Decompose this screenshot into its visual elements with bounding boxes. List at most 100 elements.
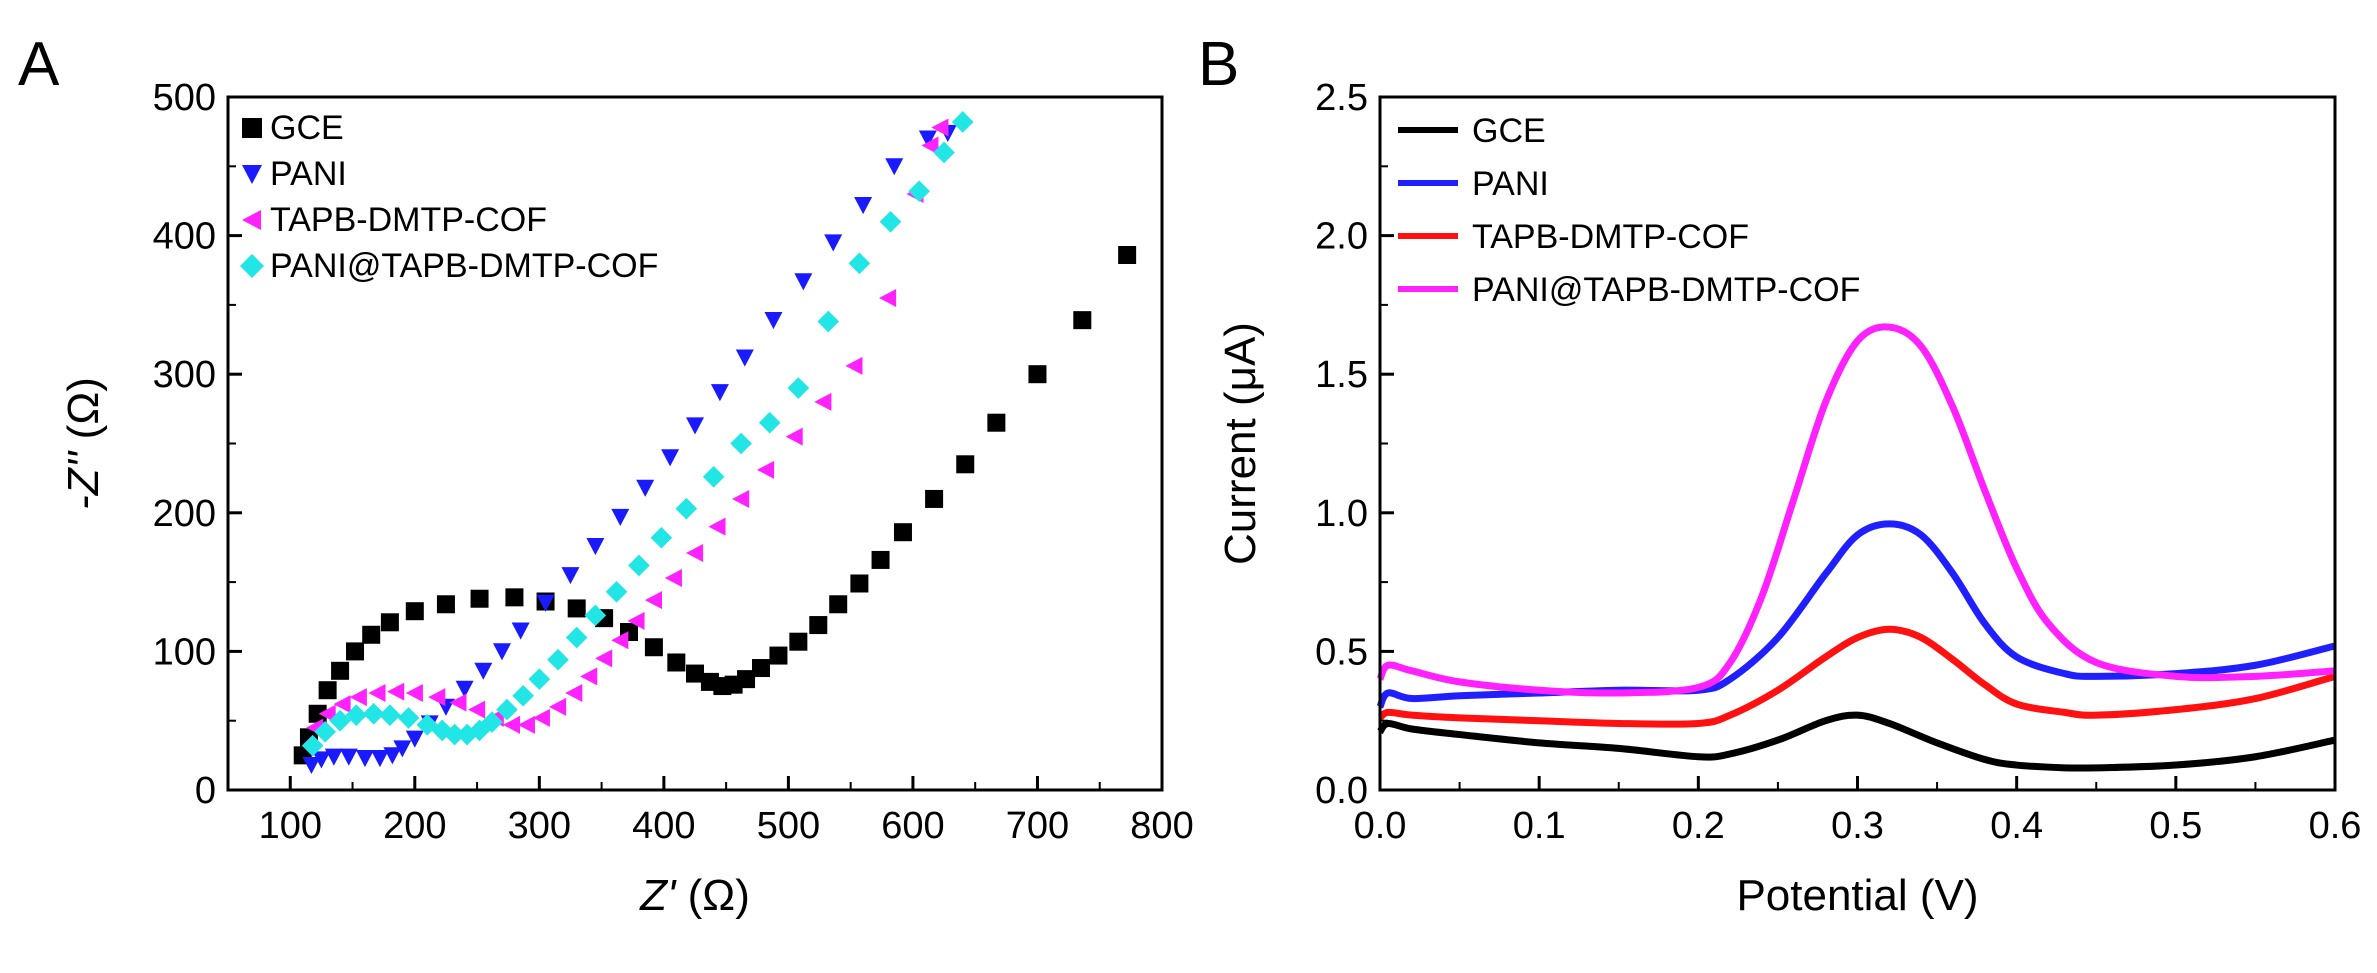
data-point bbox=[405, 602, 424, 621]
series-line-gce bbox=[1377, 711, 2336, 772]
data-point bbox=[987, 413, 1006, 432]
data-point bbox=[735, 349, 754, 367]
data-point bbox=[686, 664, 704, 683]
data-point bbox=[318, 704, 336, 723]
data-point bbox=[931, 118, 949, 137]
data-point bbox=[443, 723, 466, 746]
series-gce bbox=[293, 246, 1137, 765]
data-point bbox=[921, 136, 939, 155]
data-point bbox=[496, 698, 518, 721]
data-point bbox=[346, 642, 365, 661]
data-point bbox=[848, 252, 871, 275]
legend-label: GCE bbox=[270, 109, 344, 147]
data-point bbox=[329, 709, 351, 732]
data-point bbox=[667, 653, 686, 672]
data-point bbox=[492, 643, 511, 661]
data-point bbox=[383, 747, 402, 765]
data-point bbox=[502, 715, 521, 734]
data-point bbox=[586, 537, 605, 556]
y-tick-label: 1.5 bbox=[1315, 354, 1368, 396]
data-point bbox=[368, 683, 386, 702]
data-point bbox=[829, 595, 848, 614]
panel-b-ticks: 0.0 0.1 0.2 0.3 0.4 0.5 0.6 0.0 0.5 1.0 1.5 2.0 2.5 bbox=[1315, 77, 2361, 847]
data-point bbox=[349, 688, 367, 707]
data-point bbox=[879, 210, 902, 233]
data-point bbox=[605, 581, 628, 603]
data-point bbox=[318, 681, 337, 700]
data-point bbox=[405, 730, 424, 748]
data-point bbox=[468, 700, 486, 719]
y-tick-label: 0.5 bbox=[1315, 631, 1368, 673]
data-point bbox=[567, 599, 586, 618]
data-point bbox=[517, 715, 535, 734]
x-tick-label: 300 bbox=[508, 805, 571, 847]
data-point bbox=[908, 180, 930, 203]
x-tick-label: 700 bbox=[1006, 805, 1069, 847]
data-point bbox=[549, 697, 567, 716]
data-point bbox=[752, 659, 771, 678]
x-tick-label: 0.3 bbox=[1831, 805, 1884, 847]
panel-a-x-axis-label: Z' (Ω) bbox=[639, 871, 750, 920]
data-point bbox=[301, 734, 324, 757]
panel-b-data-lines bbox=[1376, 323, 2336, 772]
data-point bbox=[580, 667, 598, 686]
panel-b: B 0.0 0.1 0.2 0.3 0.4 0.5 0.6 0.0 0.5 1.0 1.5 2.0 2.… bbox=[1198, 30, 2361, 920]
data-point bbox=[481, 711, 503, 733]
data-point bbox=[312, 751, 331, 769]
x-tick-label: 0.0 bbox=[1354, 805, 1407, 847]
legend-marker bbox=[240, 254, 264, 278]
data-point bbox=[1073, 311, 1092, 330]
data-point bbox=[387, 682, 405, 701]
data-point bbox=[584, 604, 607, 627]
data-point bbox=[436, 595, 455, 614]
data-point bbox=[686, 543, 704, 562]
data-point bbox=[333, 695, 351, 714]
data-point bbox=[308, 704, 327, 723]
data-point bbox=[505, 588, 524, 607]
data-point bbox=[595, 649, 613, 668]
data-point bbox=[854, 197, 873, 215]
x-tick-label: 0.2 bbox=[1672, 805, 1725, 847]
data-point bbox=[379, 704, 401, 726]
data-point bbox=[512, 684, 534, 707]
data-point bbox=[885, 158, 904, 176]
data-point bbox=[764, 312, 783, 330]
data-point bbox=[644, 591, 663, 610]
data-point bbox=[708, 517, 726, 536]
data-point bbox=[345, 704, 368, 726]
panel-a-legend: GCE PANI TAPB-DMTP-COF PANI@TAPB-DMTP-COF bbox=[240, 109, 658, 285]
data-point bbox=[730, 432, 752, 455]
legend-label: GCE bbox=[1472, 112, 1546, 150]
x-tick-label: 400 bbox=[632, 805, 695, 847]
panel-b-legend: GCE PANI TAPB-DMTP-COF PANI@TAPB-DMTP-COF bbox=[1398, 112, 1860, 309]
data-point bbox=[474, 662, 493, 680]
data-point bbox=[758, 411, 781, 434]
data-point bbox=[380, 613, 399, 632]
data-point bbox=[302, 756, 321, 775]
data-point bbox=[470, 589, 489, 608]
data-point bbox=[817, 310, 840, 333]
x-tick-label: 0.5 bbox=[2149, 805, 2202, 847]
x-tick-label: 0.4 bbox=[1990, 805, 2043, 847]
data-point bbox=[879, 288, 897, 307]
x-tick-label: 0.1 bbox=[1513, 805, 1566, 847]
data-point bbox=[850, 574, 869, 593]
x-tick-label: 0.6 bbox=[2309, 805, 2362, 847]
data-point bbox=[362, 702, 385, 725]
data-point bbox=[611, 508, 630, 526]
y-tick-label: 300 bbox=[153, 354, 216, 396]
data-point bbox=[951, 111, 974, 133]
data-point bbox=[397, 707, 420, 729]
y-tick-label: 0 bbox=[195, 770, 216, 812]
data-point bbox=[528, 668, 551, 690]
panel-a-y-axis-label: -Z'' (Ω) bbox=[59, 377, 108, 510]
x-tick-label: 100 bbox=[259, 805, 322, 847]
x-tick-label: 500 bbox=[757, 805, 820, 847]
legend-marker bbox=[242, 118, 262, 138]
data-point bbox=[769, 646, 788, 665]
data-point bbox=[661, 449, 680, 467]
data-point bbox=[710, 384, 729, 402]
series-line-pani bbox=[1376, 520, 2336, 709]
y-tick-label: 2.5 bbox=[1315, 77, 1368, 119]
